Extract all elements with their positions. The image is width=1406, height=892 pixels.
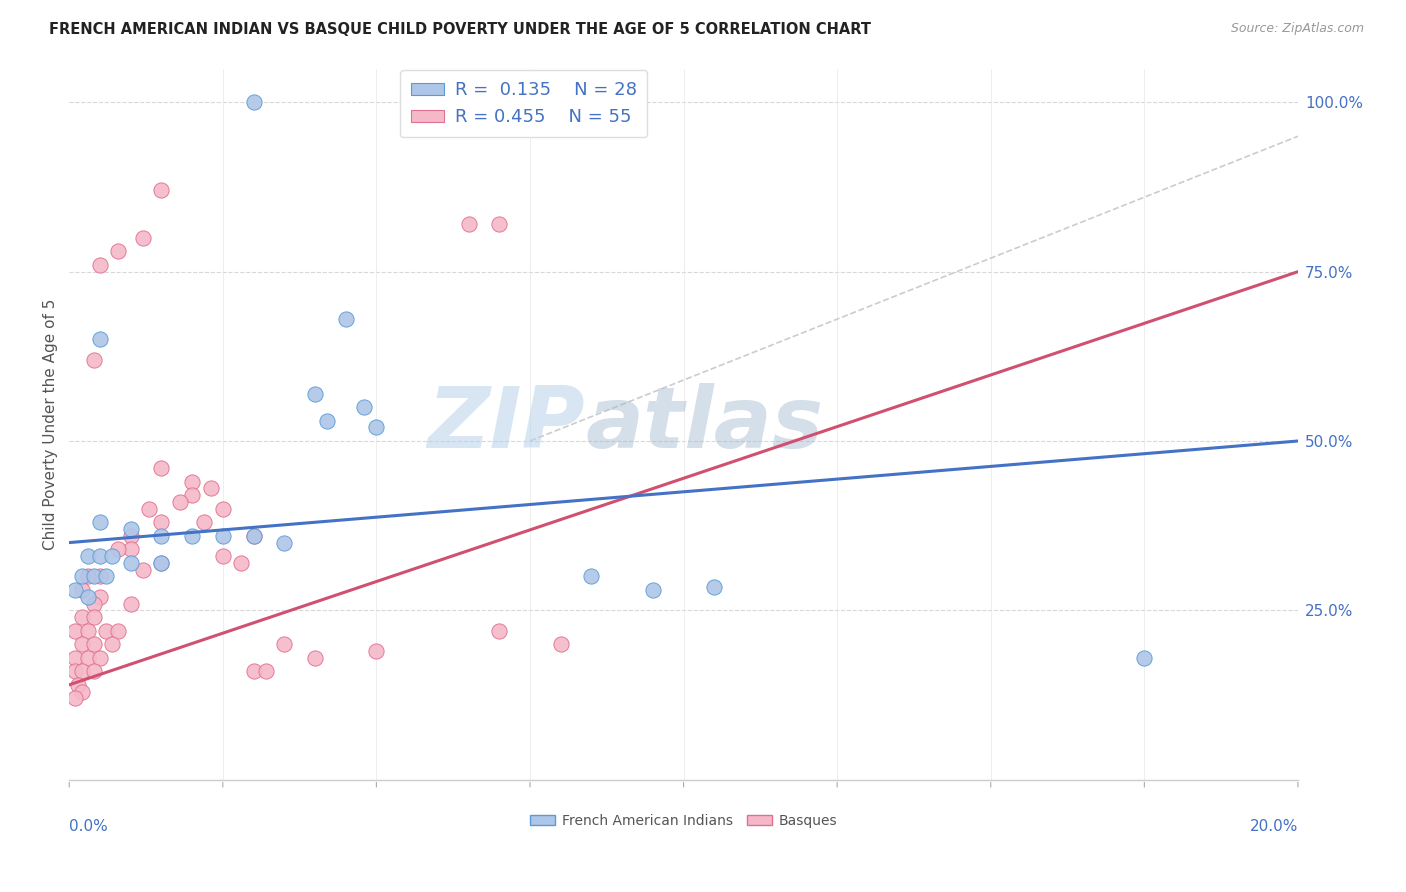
Point <box>1133 650 1156 665</box>
Point <box>70 665 93 679</box>
Text: Source: ZipAtlas.com: Source: ZipAtlas.com <box>1230 22 1364 36</box>
Point <box>65 691 87 706</box>
Point <box>181 529 204 543</box>
Point <box>150 556 173 570</box>
Point <box>83 665 105 679</box>
Point <box>65 665 87 679</box>
Point <box>76 569 98 583</box>
Text: 20.0%: 20.0% <box>1250 819 1298 834</box>
Point <box>138 501 160 516</box>
Point <box>242 665 264 679</box>
Point <box>335 312 357 326</box>
Point <box>120 522 142 536</box>
Point <box>67 678 90 692</box>
Point <box>366 644 388 658</box>
Text: atlas: atlas <box>585 383 824 466</box>
Point <box>83 569 105 583</box>
Point <box>273 535 295 549</box>
Point <box>94 569 117 583</box>
Point <box>132 231 155 245</box>
Point <box>169 495 191 509</box>
Point <box>70 569 93 583</box>
Point <box>76 624 98 638</box>
Point <box>70 637 93 651</box>
Point <box>641 582 664 597</box>
Point <box>89 569 111 583</box>
Point <box>101 637 124 651</box>
Point <box>150 556 173 570</box>
Point <box>89 549 111 563</box>
Point <box>83 637 105 651</box>
Point <box>242 95 264 110</box>
Text: ZIP: ZIP <box>427 383 585 466</box>
Point <box>89 258 111 272</box>
Point <box>150 183 173 197</box>
Point <box>150 516 173 530</box>
Y-axis label: Child Poverty Under the Age of 5: Child Poverty Under the Age of 5 <box>44 299 58 549</box>
Point <box>132 563 155 577</box>
Point <box>107 624 129 638</box>
Legend: French American Indians, Basques: French American Indians, Basques <box>524 808 842 833</box>
Point <box>550 637 572 651</box>
Point <box>76 650 98 665</box>
Point <box>65 624 87 638</box>
Point <box>211 501 233 516</box>
Point <box>120 597 142 611</box>
Point <box>76 549 98 563</box>
Point <box>488 624 510 638</box>
Point <box>65 582 87 597</box>
Point <box>316 414 339 428</box>
Point <box>94 624 117 638</box>
Point <box>181 475 204 489</box>
Point <box>304 650 326 665</box>
Point <box>83 597 105 611</box>
Point <box>89 650 111 665</box>
Point <box>65 650 87 665</box>
Point <box>488 217 510 231</box>
Point <box>211 529 233 543</box>
Point <box>70 582 93 597</box>
Point <box>101 549 124 563</box>
Point <box>304 386 326 401</box>
Text: 0.0%: 0.0% <box>69 819 108 834</box>
Point <box>200 482 222 496</box>
Point <box>120 529 142 543</box>
Point <box>366 420 388 434</box>
Point <box>120 556 142 570</box>
Point <box>89 333 111 347</box>
Point <box>83 352 105 367</box>
Point <box>83 610 105 624</box>
Point <box>150 461 173 475</box>
Point <box>76 590 98 604</box>
Point <box>89 516 111 530</box>
Point <box>150 529 173 543</box>
Point <box>107 244 129 259</box>
Point <box>120 542 142 557</box>
Point <box>107 542 129 557</box>
Point <box>273 637 295 651</box>
Point <box>457 217 479 231</box>
Point <box>242 529 264 543</box>
Point <box>89 590 111 604</box>
Point <box>254 665 277 679</box>
Text: FRENCH AMERICAN INDIAN VS BASQUE CHILD POVERTY UNDER THE AGE OF 5 CORRELATION CH: FRENCH AMERICAN INDIAN VS BASQUE CHILD P… <box>49 22 872 37</box>
Point <box>193 516 215 530</box>
Point <box>70 684 93 698</box>
Point <box>181 488 204 502</box>
Point <box>242 529 264 543</box>
Point <box>703 580 725 594</box>
Point <box>231 556 253 570</box>
Point <box>353 400 375 414</box>
Point <box>70 610 93 624</box>
Point <box>211 549 233 563</box>
Point <box>581 569 603 583</box>
